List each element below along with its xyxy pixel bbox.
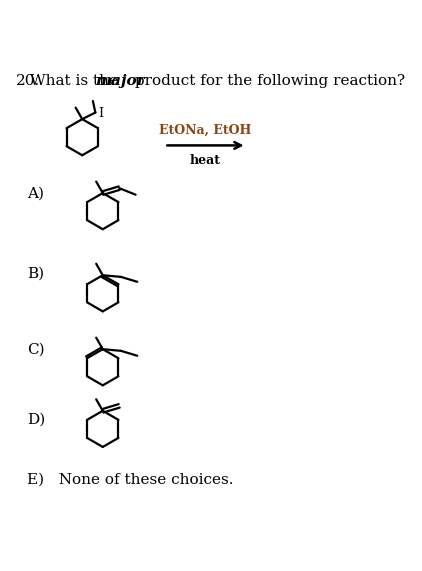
Text: EtONa, EtOH: EtONa, EtOH <box>159 124 252 137</box>
Text: B): B) <box>27 267 44 281</box>
Text: major: major <box>95 74 145 88</box>
Text: 20.: 20. <box>16 74 40 88</box>
Text: A): A) <box>27 187 44 200</box>
Text: heat: heat <box>190 154 221 167</box>
Text: E)   None of these choices.: E) None of these choices. <box>27 472 234 486</box>
Text: D): D) <box>27 412 46 427</box>
Text: product for the following reaction?: product for the following reaction? <box>130 74 405 88</box>
Text: What is the: What is the <box>30 74 123 88</box>
Text: I: I <box>98 107 103 120</box>
Text: C): C) <box>27 343 45 357</box>
